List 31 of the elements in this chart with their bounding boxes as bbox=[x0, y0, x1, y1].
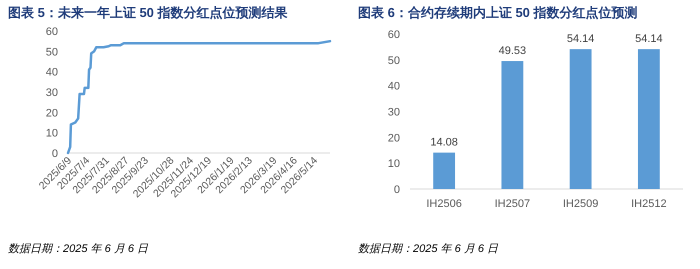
bar bbox=[433, 152, 456, 189]
y-tick-label: 50 bbox=[388, 54, 400, 67]
x-tick-label: IH2512 bbox=[631, 198, 667, 210]
y-tick-label: 50 bbox=[46, 46, 58, 58]
text: 数据日期：2025 年 6 月 6 日 bbox=[8, 243, 149, 255]
text: 数据日期：2025 年 6 月 6 日 bbox=[358, 243, 499, 255]
data-label: 14.08 bbox=[430, 136, 458, 149]
data-label: 49.53 bbox=[498, 45, 526, 58]
data-label: 54.14 bbox=[566, 33, 594, 46]
chart-title: 图表 5：未来一年上证 50 指数分红点位预测结果 bbox=[8, 5, 289, 20]
x-tick-label: IH2509 bbox=[562, 198, 598, 210]
bar bbox=[501, 61, 524, 189]
y-tick-label: 40 bbox=[46, 66, 58, 79]
y-tick-label: 10 bbox=[388, 158, 400, 170]
x-tick-label: IH2506 bbox=[426, 198, 462, 210]
y-tick-label: 60 bbox=[388, 29, 400, 41]
y-tick-label: 10 bbox=[46, 128, 58, 140]
y-tick-label: 20 bbox=[388, 132, 400, 144]
bar bbox=[570, 49, 592, 189]
chart-title: 图表 6：合约存续期内上证 50 指数分红点位预测 bbox=[358, 5, 638, 20]
x-tick-label: IH2507 bbox=[494, 198, 530, 210]
y-tick-label: 20 bbox=[46, 107, 58, 120]
y-tick-label: 40 bbox=[388, 80, 400, 93]
y-tick-label: 0 bbox=[394, 184, 400, 196]
y-tick-label: 30 bbox=[388, 106, 400, 118]
bar bbox=[638, 49, 660, 189]
y-tick-label: 30 bbox=[46, 87, 58, 99]
y-tick-label: 0 bbox=[52, 148, 58, 160]
data-label: 54.14 bbox=[635, 33, 663, 46]
y-tick-label: 60 bbox=[46, 26, 58, 38]
line-series bbox=[66, 40, 332, 154]
